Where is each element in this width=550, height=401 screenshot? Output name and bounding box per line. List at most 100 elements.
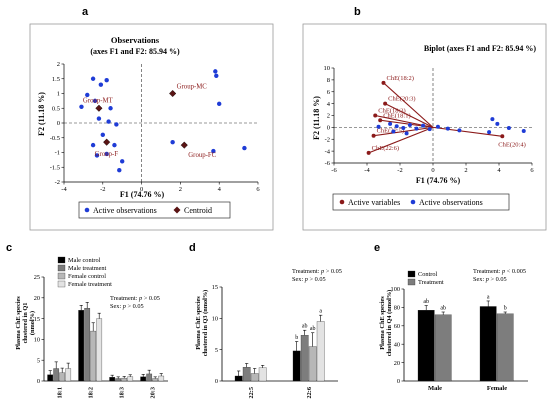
panel-c-bar xyxy=(65,368,72,382)
panel-e-y-tick-label: 0 xyxy=(397,378,400,385)
panel-c-y-tick-label: 15 xyxy=(34,316,40,323)
panel-b-variable-label: ChE(22:6) xyxy=(372,145,399,152)
panel-c-legend-label: Female control xyxy=(68,273,106,280)
panel-c-bar xyxy=(109,377,116,382)
panel-c-x-tick-label: 18:2 xyxy=(88,387,95,399)
panel-a-axes: -4 -2 0 2 4 6-2-1.5-1-0.500.511.52 xyxy=(50,61,261,193)
panel-a-observation-point xyxy=(120,159,125,164)
panel-a-observation-point xyxy=(104,151,109,157)
panel-b-variable-label: ChE(22:5) xyxy=(377,128,404,135)
panel-b-legend-observations-marker xyxy=(410,199,416,205)
panel-c-x-tick-label: 18:1 xyxy=(57,387,64,399)
panel-c-x-tick-label: 20:3 xyxy=(150,387,157,399)
panel-b-y-tick-label: 8 xyxy=(327,77,330,84)
panel-d-x-tick-label: 22:6 xyxy=(306,387,313,399)
panel-a-frame xyxy=(29,23,274,231)
panel-b-variable-point xyxy=(378,118,383,123)
panel-a-observation-point xyxy=(217,101,222,107)
panel-b-observation-point xyxy=(404,131,409,136)
panel-b-variable-point xyxy=(381,80,386,85)
panel-b: b Biplot (axes F1 and F2: 85.94 %) F1 (7… xyxy=(302,6,547,231)
panel-c-stat-sex: Sex: p > 0.05 xyxy=(110,303,144,310)
panel-b-observation-point xyxy=(388,121,393,126)
panel-a-centroid-point xyxy=(95,104,103,112)
panel-a-letter: a xyxy=(82,6,89,18)
panel-b-variable-label: ChE(18:2) xyxy=(387,75,414,82)
panel-a-group-label: Group-F xyxy=(95,151,119,158)
panel-b-variable-point xyxy=(373,113,378,118)
panel-e: e Plasma ChE species clustered in Q4 (nm… xyxy=(374,242,528,392)
panel-a-observation-point xyxy=(90,142,96,148)
panel-a-legend-centroid-marker xyxy=(173,206,181,214)
panel-a-x-tick-label: 4 xyxy=(218,186,222,193)
panel-a-y-tick-label: -2 xyxy=(55,179,60,186)
panel-a-y-tick-label: 0.5 xyxy=(52,105,60,112)
panel-b-observation-point xyxy=(394,124,399,129)
panel-a-observation-point xyxy=(213,69,218,74)
panel-a-observation-point xyxy=(85,92,90,98)
panel-b-legend-observations: Active observations xyxy=(419,198,483,207)
panel-b-legend xyxy=(332,193,510,211)
panel-b-vectors: ChE(18:2) ChE(20:3) ChE(18:3)ChE(18:1) ChE(… xyxy=(366,75,526,155)
panel-c-ylabel-unit: (nmol%) xyxy=(29,311,36,335)
panel-d-bar xyxy=(316,321,325,382)
panel-a-observation-point xyxy=(90,76,96,81)
panel-a-observation-point xyxy=(170,139,175,145)
panel-b-x-tick-label: 0 xyxy=(431,167,434,174)
panel-e-letter: e xyxy=(374,242,380,254)
panel-a-observation-point xyxy=(94,153,100,158)
panel-a-group-label: Group-MC xyxy=(177,84,208,91)
panel-c-ylabel-line2: clustered in Q1 xyxy=(22,303,29,344)
panel-d-bar xyxy=(250,373,259,382)
panel-a-title: Observations xyxy=(111,35,160,45)
panel-d-significance-label: a xyxy=(319,309,322,315)
panel-b-observation-point xyxy=(495,121,500,126)
panel-c-bar xyxy=(127,376,134,382)
panel-a-observation-point xyxy=(106,119,111,124)
panel-b-observation-point xyxy=(427,127,432,132)
panel-c-legend-swatch xyxy=(57,264,66,272)
panel-b-y-tick-label: 4 xyxy=(327,101,331,108)
panel-b-observation-point xyxy=(457,128,462,133)
panel-d-y-tick-label: 0 xyxy=(215,378,218,385)
panel-b-observation-point xyxy=(376,124,381,129)
panel-c-legend-label: Male treatment xyxy=(68,265,107,272)
panel-a-observation-point xyxy=(96,116,102,121)
panel-b-y-tick-label: 0 xyxy=(327,125,330,132)
panel-c-chart: 0 5 10 15 20 25 18:1 18:2 18:3 20:3 Male controlMa… xyxy=(34,256,168,399)
panel-d-bar xyxy=(300,335,309,382)
panel-d-y-tick-label: 10 xyxy=(212,316,218,323)
panel-d-ylabel-line1: Plasma ChE species xyxy=(195,296,202,350)
panel-d-bar xyxy=(234,375,243,382)
panel-b-y-tick-label: 10 xyxy=(324,65,331,72)
panel-a-xlabel: F1 (74.76 %) xyxy=(120,190,165,199)
panel-e-bar xyxy=(434,314,452,382)
panel-b-observation-point xyxy=(487,130,492,135)
panel-b-variable-point xyxy=(383,101,388,106)
panel-e-significance-label: ab xyxy=(423,299,429,305)
panel-b-legend-variables: Active variables xyxy=(348,198,400,207)
panel-b-variable-label: ChE(20:3) xyxy=(388,96,415,103)
panel-a-centroid-point xyxy=(180,141,188,149)
panel-e-chart: 020406080100ababMaleabFemaleControlTreat… xyxy=(391,270,528,392)
panel-d: d Plasma ChE species clustered in Q3 (nm… xyxy=(189,242,342,399)
panel-b-variable-vector xyxy=(373,126,434,137)
panel-b-x-tick-label: -4 xyxy=(364,167,370,174)
panel-a-observation-point xyxy=(92,98,98,104)
panel-d-significance-label: b xyxy=(295,335,298,341)
panel-a-x-tick-label: 6 xyxy=(256,186,260,193)
panel-c-bar xyxy=(158,375,165,382)
panel-a-observation-point xyxy=(104,78,109,83)
panel-e-ylabel-line1: Plasma ChE species xyxy=(379,296,386,350)
panel-e-stat-sex: Sex: p > 0.05 xyxy=(473,276,507,283)
panel-a-group-label: Group-FC xyxy=(188,152,216,159)
panel-c-legend-label: Female treatment xyxy=(68,281,112,288)
panel-c: c Plasma ChE species clustered in Q1 (nm… xyxy=(6,242,168,399)
panel-a-observation-point xyxy=(112,142,117,148)
panel-b-x-tick-label: 2 xyxy=(464,167,467,174)
panel-a-centroid-point xyxy=(169,89,177,98)
panel-b-variable-point xyxy=(366,150,371,155)
panel-c-bar xyxy=(140,376,147,382)
